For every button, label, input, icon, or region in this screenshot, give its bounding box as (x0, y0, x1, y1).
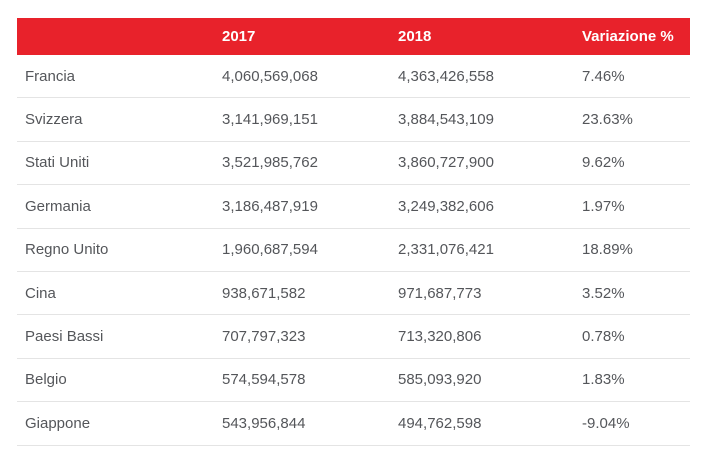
table-row: Stati Uniti 3,521,985,762 3,860,727,900 9.6… (17, 142, 690, 186)
country-cell: Belgio (25, 371, 67, 389)
table-row: Paesi Bassi 707,797,323 713,320,806 0.78% (17, 315, 690, 359)
variation-cell: 1.83% (582, 371, 625, 389)
country-cell: Regno Unito (25, 241, 109, 259)
value-2018-cell: 971,687,773 (398, 284, 482, 302)
value-2017-cell: 1,960,687,594 (222, 241, 318, 259)
header-2018: 2018 (398, 28, 432, 45)
variation-cell: 9.62% (582, 154, 625, 172)
country-cell: Svizzera (25, 111, 83, 129)
country-cell: Giappone (25, 414, 91, 432)
value-2018-cell: 585,093,920 (398, 371, 482, 389)
table-row: Germania 3,186,487,919 3,249,382,606 1.97% (17, 185, 690, 229)
header-2017: 2017 (222, 28, 256, 45)
country-comparison-table: 2017 2018 Variazione % Francia 4,060,569,… (17, 18, 690, 446)
variation-cell: 3.52% (582, 284, 625, 302)
value-2018-cell: 3,884,543,109 (398, 111, 494, 129)
country-cell: Cina (25, 284, 56, 302)
value-2017-cell: 707,797,323 (222, 328, 306, 346)
value-2017-cell: 3,141,969,151 (222, 111, 318, 129)
value-2018-cell: 4,363,426,558 (398, 67, 494, 85)
value-2018-cell: 494,762,598 (398, 414, 482, 432)
value-2017-cell: 938,671,582 (222, 284, 306, 302)
value-2018-cell: 3,249,382,606 (398, 197, 494, 215)
table-row: Belgio 574,594,578 585,093,920 1.83% (17, 359, 690, 403)
variation-cell: 1.97% (582, 197, 625, 215)
table-header-row: 2017 2018 Variazione % (17, 18, 690, 55)
value-2018-cell: 2,331,076,421 (398, 241, 494, 259)
country-cell: Paesi Bassi (25, 328, 104, 346)
country-cell: Francia (25, 67, 76, 85)
value-2017-cell: 543,956,844 (222, 414, 306, 432)
table-row: Svizzera 3,141,969,151 3,884,543,109 23.63% (17, 98, 690, 142)
variation-cell: 7.46% (582, 67, 625, 85)
table-row: Francia 4,060,569,068 4,363,426,558 7.46% (17, 55, 690, 99)
table-body: Francia 4,060,569,068 4,363,426,558 7.46% Sv… (17, 55, 690, 446)
variation-cell: 18.89% (582, 241, 633, 259)
variation-cell: 0.78% (582, 328, 625, 346)
value-2017-cell: 4,060,569,068 (222, 67, 318, 85)
table-row: Giappone 543,956,844 494,762,598 -9.04% (17, 402, 690, 446)
table-row: Cina 938,671,582 971,687,773 3.52% (17, 272, 690, 316)
header-variation: Variazione % (582, 28, 674, 45)
country-cell: Germania (25, 197, 91, 215)
variation-cell: 23.63% (582, 111, 633, 129)
variation-cell: -9.04% (582, 414, 630, 432)
value-2017-cell: 3,521,985,762 (222, 154, 318, 172)
value-2017-cell: 3,186,487,919 (222, 197, 318, 215)
table-row: Regno Unito 1,960,687,594 2,331,076,421 18.… (17, 229, 690, 272)
country-cell: Stati Uniti (25, 154, 90, 172)
value-2018-cell: 713,320,806 (398, 328, 482, 346)
value-2018-cell: 3,860,727,900 (398, 154, 494, 172)
value-2017-cell: 574,594,578 (222, 371, 306, 389)
